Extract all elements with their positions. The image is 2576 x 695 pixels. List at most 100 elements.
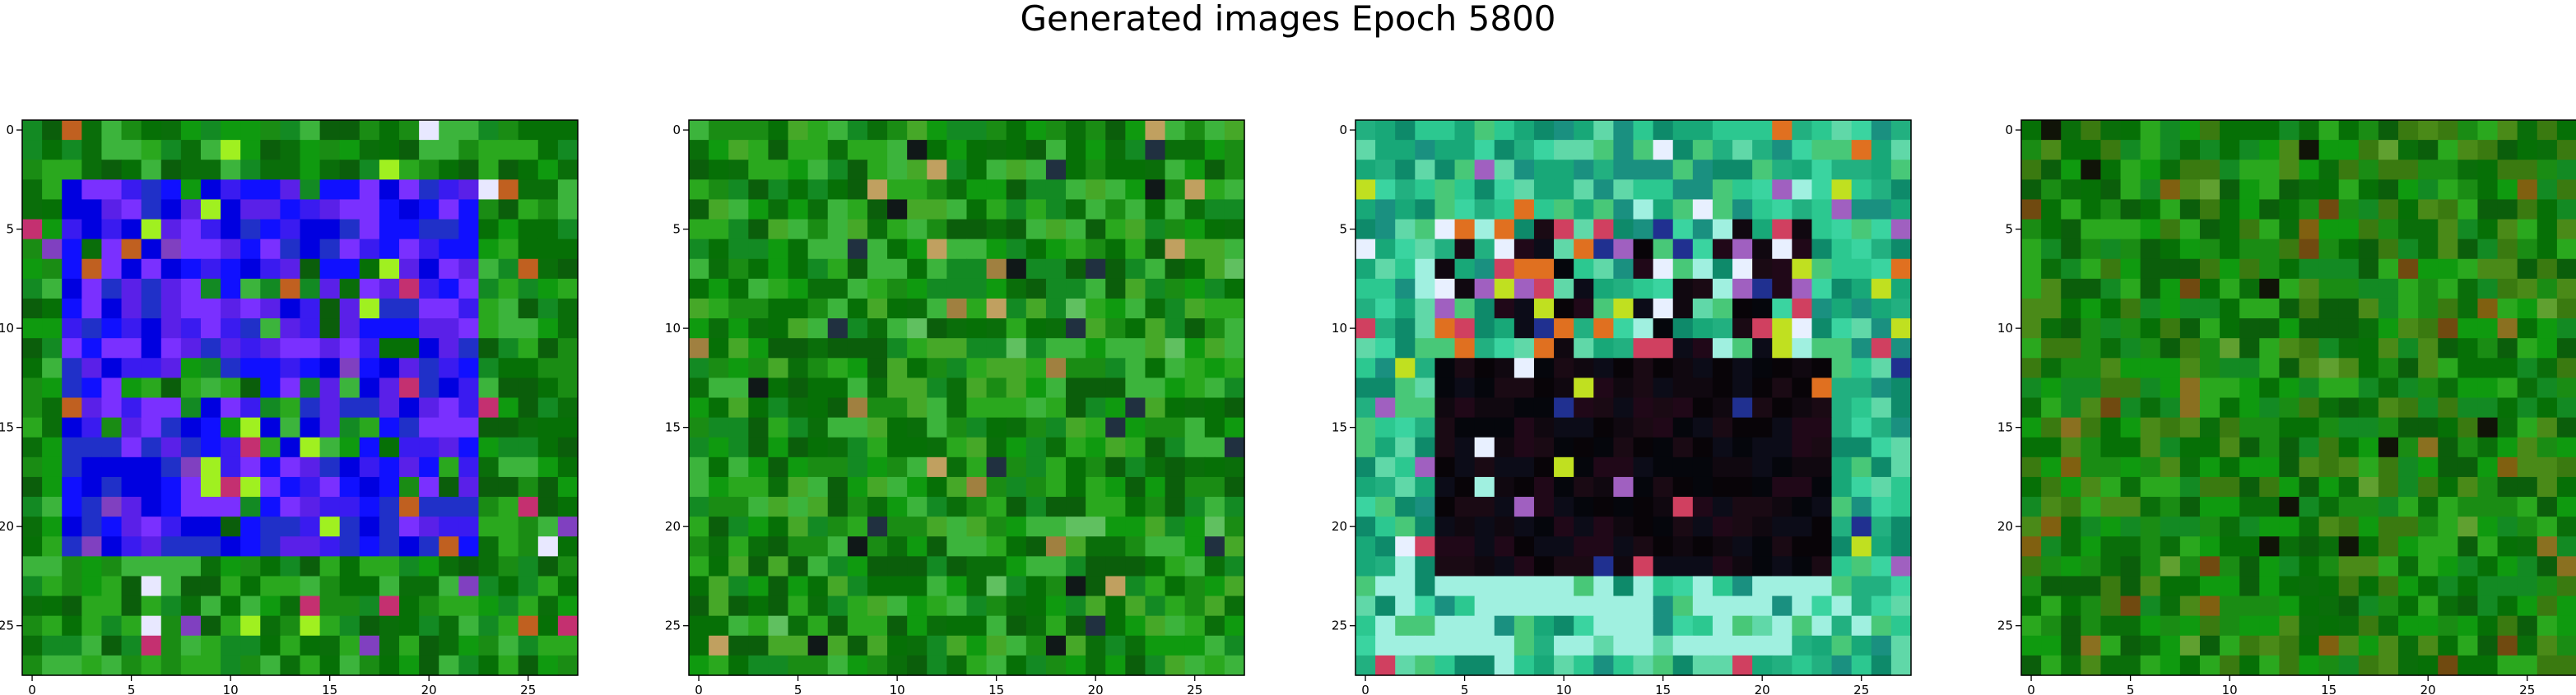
pixel-cell	[121, 417, 142, 438]
pixel-cell	[1851, 497, 1872, 517]
pixel-cell	[518, 456, 539, 478]
pixel-cell	[399, 476, 420, 498]
pixel-cell	[1006, 635, 1027, 656]
pixel-cell	[2438, 219, 2458, 240]
pixel-cell	[2239, 576, 2260, 597]
pixel-cell	[200, 298, 221, 319]
pixel-cell	[1355, 517, 1376, 537]
pixel-cell	[141, 456, 162, 478]
pixel-cell	[2556, 239, 2576, 260]
pixel-cell	[537, 536, 559, 557]
pixel-cell	[1890, 556, 1912, 577]
pixel-cell	[709, 576, 729, 597]
pixel-cell	[141, 179, 162, 201]
pixel-cell	[847, 318, 868, 339]
pixel-cell	[1434, 517, 1456, 537]
pixel-cell	[1732, 140, 1753, 160]
pixel-cell	[2517, 576, 2538, 597]
pixel-cell	[1224, 120, 1245, 141]
pixel-cell	[180, 476, 202, 498]
pixel-cell	[2279, 378, 2300, 399]
pixel-cell	[2318, 258, 2340, 280]
pixel-cell	[141, 517, 162, 537]
pixel-cell	[1145, 278, 1166, 299]
pixel-cell	[458, 258, 480, 280]
pixel-cell	[2299, 417, 2320, 438]
pixel-cell	[2536, 437, 2558, 458]
pixel-cell	[180, 160, 202, 180]
pixel-cell	[847, 576, 868, 597]
pixel-cell	[2140, 378, 2161, 399]
pixel-cell	[2081, 318, 2102, 339]
pixel-cell	[1574, 278, 1594, 299]
pixel-cell	[1831, 219, 1853, 240]
pixel-cell	[1574, 576, 1594, 597]
pixel-cell	[1105, 635, 1126, 656]
pixel-cell	[847, 120, 868, 141]
pixel-cell	[537, 556, 559, 577]
pixel-cell	[1066, 437, 1086, 458]
pixel-cell	[319, 179, 341, 201]
pixel-cell	[2021, 417, 2042, 438]
pixel-cell	[2438, 318, 2458, 339]
pixel-cell	[1125, 437, 1146, 458]
pixel-cell	[946, 417, 968, 438]
pixel-cell	[1415, 298, 1436, 319]
pixel-cell	[2497, 378, 2518, 399]
pixel-cell	[2100, 318, 2122, 339]
pixel-cell	[1145, 556, 1166, 577]
pixel-cell	[2556, 338, 2576, 359]
pixel-cell	[1105, 615, 1126, 637]
pixel-cell	[1355, 278, 1376, 299]
pixel-cell	[2536, 298, 2558, 319]
pixel-cell	[458, 140, 480, 160]
pixel-cell	[2279, 517, 2300, 537]
pixel-cell	[807, 576, 829, 597]
pixel-cell	[101, 635, 123, 656]
pixel-cell	[101, 456, 123, 478]
pixel-cell	[221, 358, 241, 378]
pixel-cell	[2398, 239, 2419, 260]
pixel-cell	[966, 397, 988, 419]
pixel-cell	[200, 358, 221, 378]
pixel-cell	[1672, 120, 1694, 141]
pixel-cell	[2259, 378, 2280, 399]
pixel-cell	[180, 497, 202, 517]
pixel-cell	[399, 258, 420, 280]
pixel-cell	[2239, 239, 2260, 260]
pixel-cell	[1653, 635, 1674, 656]
pixel-cell	[2041, 456, 2062, 478]
pixel-cell	[1006, 318, 1027, 339]
pixel-cell	[788, 517, 809, 537]
pixel-cell	[319, 160, 341, 180]
pixel-cell	[2220, 120, 2240, 141]
pixel-cell	[1792, 476, 1813, 498]
pixel-cell	[2041, 278, 2062, 299]
pixel-cell	[101, 338, 123, 359]
pixel-cell	[1653, 219, 1674, 240]
pixel-cell	[2438, 497, 2458, 517]
pixel-cell	[221, 397, 241, 419]
pixel-cell	[2061, 397, 2081, 419]
pixel-cell	[478, 378, 500, 399]
pixel-cell	[887, 635, 908, 656]
pixel-cell	[81, 497, 103, 517]
pixel-cell	[319, 417, 341, 438]
pixel-cell	[788, 595, 809, 617]
pixel-cell	[1066, 160, 1086, 180]
pixel-cell	[788, 338, 809, 359]
pixel-cell	[439, 199, 459, 220]
pixel-cell	[2497, 318, 2518, 339]
pixel-cell	[946, 615, 968, 637]
pixel-cell	[2061, 239, 2081, 260]
pixel-cell	[42, 536, 63, 557]
pixel-cell	[62, 635, 82, 656]
pixel-cell	[927, 358, 947, 378]
pixel-cell	[2358, 199, 2379, 220]
pixel-cell	[1613, 278, 1634, 299]
pixel-cell	[788, 219, 809, 240]
pixel-cell	[1692, 655, 1713, 676]
pixel-cell	[2081, 140, 2102, 160]
pixel-cell	[689, 140, 709, 160]
pixel-cell	[419, 497, 439, 517]
